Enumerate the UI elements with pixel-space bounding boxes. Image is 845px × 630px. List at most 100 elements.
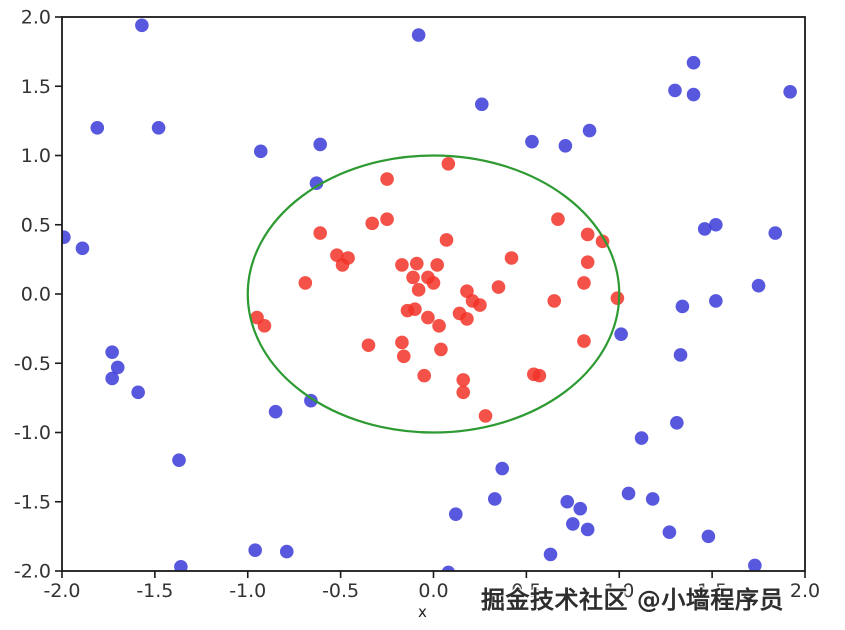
scatter-point-blue bbox=[253, 144, 268, 159]
scatter-point-blue bbox=[560, 494, 575, 509]
scatter-point-red bbox=[478, 409, 493, 423]
scatter-point-red bbox=[395, 258, 409, 272]
scatter-point-blue bbox=[675, 299, 690, 314]
x-tick-label: -0.5 bbox=[322, 580, 359, 602]
scatter-point-red bbox=[504, 251, 519, 265]
y-tick-label: 0.0 bbox=[21, 284, 51, 306]
scatter-point-blue bbox=[495, 461, 510, 476]
y-tick-label: -1.5 bbox=[14, 491, 51, 513]
scatter-point-red bbox=[395, 335, 409, 350]
scatter-point-blue bbox=[697, 222, 712, 236]
plot-border bbox=[61, 16, 806, 572]
scatter-point-blue bbox=[701, 529, 716, 544]
scatter-point-blue bbox=[709, 294, 723, 308]
scatter-point-blue bbox=[448, 507, 463, 522]
scatter-point-blue bbox=[645, 492, 660, 506]
scatter-point-red bbox=[473, 298, 487, 312]
scatter-point-blue bbox=[151, 121, 166, 135]
scatter-point-blue bbox=[441, 565, 456, 571]
scatter-point-red bbox=[396, 349, 411, 364]
x-tick-label: -1.5 bbox=[136, 580, 173, 602]
x-tick-label: -2.0 bbox=[43, 580, 80, 602]
x-axis-label: x bbox=[418, 603, 427, 621]
scatter-point-blue bbox=[174, 560, 188, 571]
scatter-point-red bbox=[298, 276, 313, 290]
scatter-point-blue bbox=[487, 492, 502, 506]
scatter-point-red bbox=[380, 172, 394, 186]
scatter-point-red bbox=[610, 291, 625, 305]
scatter-point-blue bbox=[105, 345, 119, 359]
scatter-point-blue bbox=[313, 137, 327, 152]
scatter-point-red bbox=[257, 319, 272, 333]
scatter-point-blue bbox=[673, 348, 688, 362]
scatter-point-red bbox=[456, 385, 471, 400]
scatter-point-blue bbox=[634, 431, 649, 445]
scatter-point-blue bbox=[670, 416, 684, 430]
scatter-point-red bbox=[460, 312, 474, 326]
scatter-point-blue bbox=[566, 517, 580, 531]
scatter-point-blue bbox=[90, 121, 105, 135]
scatter-point-red bbox=[380, 212, 394, 227]
scatter-point-blue bbox=[75, 241, 90, 256]
scatter-point-blue bbox=[279, 544, 294, 559]
scatter-point-red bbox=[406, 270, 420, 285]
scatter-point-red bbox=[532, 368, 547, 383]
scatter-point-red bbox=[408, 302, 422, 317]
scatter-point-blue bbox=[662, 525, 677, 540]
scatter-point-red bbox=[411, 283, 426, 297]
scatter-point-blue bbox=[309, 176, 324, 190]
scatter-point-blue bbox=[411, 28, 426, 42]
x-tick-label: -1.0 bbox=[229, 580, 266, 602]
scatter-point-blue bbox=[131, 385, 145, 400]
scatter-point-red bbox=[441, 157, 456, 171]
scatter-point-blue bbox=[573, 501, 588, 516]
y-tick-label: 1.0 bbox=[21, 145, 51, 167]
scatter-point-blue bbox=[558, 139, 573, 153]
scatter-point-blue bbox=[768, 226, 783, 240]
scatter-point-blue bbox=[268, 404, 283, 419]
scatter-point-red bbox=[456, 373, 471, 387]
scatter-point-red bbox=[547, 294, 562, 308]
scatter-point-red bbox=[434, 342, 448, 357]
scatter-point-red bbox=[313, 226, 327, 240]
scatter-point-red bbox=[551, 212, 565, 227]
y-tick-label: 0.5 bbox=[21, 214, 51, 236]
scatter-point-blue bbox=[580, 522, 595, 537]
scatter-point-blue bbox=[172, 453, 186, 468]
scatter-point-red bbox=[335, 258, 350, 272]
scatter-point-red bbox=[491, 280, 506, 294]
scatter-point-red bbox=[439, 233, 454, 247]
scatter-point-blue bbox=[62, 230, 71, 245]
scatter-point-red bbox=[409, 256, 424, 271]
scatter-point-red bbox=[432, 319, 446, 333]
scatter-point-blue bbox=[709, 217, 723, 232]
x-tick-label: 0.5 bbox=[511, 580, 541, 602]
scatter-point-blue bbox=[135, 18, 149, 33]
scatter-point-blue bbox=[621, 486, 636, 501]
scatter-point-blue bbox=[110, 360, 125, 375]
watermark-text: 掘金技术社区 @小墙程序员 bbox=[481, 586, 784, 614]
scatter-point-blue bbox=[614, 327, 628, 341]
scatter-point-blue bbox=[474, 97, 489, 112]
scatter-point-red bbox=[365, 216, 380, 231]
scatter-point-red bbox=[430, 258, 445, 272]
scatter-point-red bbox=[417, 368, 432, 383]
scatter-point-blue bbox=[105, 371, 119, 386]
scatter-point-red bbox=[421, 310, 435, 325]
scatter-point-red bbox=[361, 338, 376, 353]
scatter-point-red bbox=[577, 334, 591, 348]
scatter-point-red bbox=[577, 276, 591, 290]
scatter-point-blue bbox=[668, 83, 682, 98]
scatter-point-blue bbox=[751, 278, 766, 293]
x-tick-label: 1.5 bbox=[697, 580, 727, 602]
scatter-point-blue bbox=[582, 123, 597, 138]
y-tick-label: -2.0 bbox=[14, 561, 51, 583]
y-tick-label: 2.0 bbox=[21, 7, 51, 29]
x-tick-label: 1.0 bbox=[604, 580, 634, 602]
scatter-point-blue bbox=[543, 547, 558, 562]
scatter-point-red bbox=[580, 255, 595, 269]
y-tick-label: 1.5 bbox=[21, 76, 51, 98]
scatter-point-blue bbox=[686, 55, 701, 70]
